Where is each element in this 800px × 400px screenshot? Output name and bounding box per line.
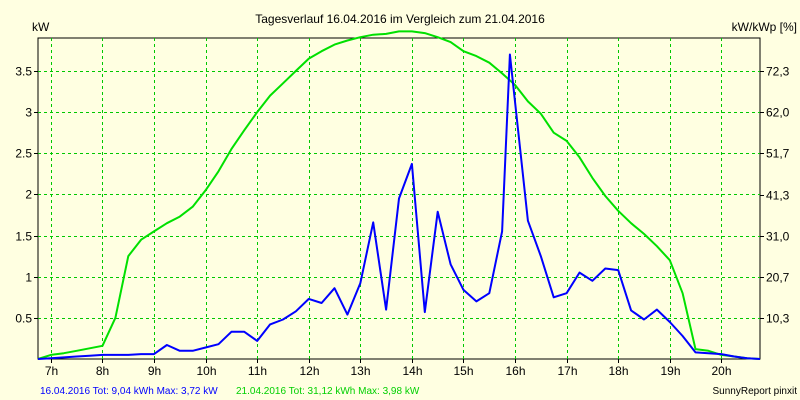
x-tick-label: 13h	[350, 364, 370, 378]
x-tick-label: 11h	[248, 364, 267, 378]
tick-layer: 7h 8h 9h 10h 11h 12h 13h 14h 15h 16h 17h 18h 19h 20h 0…	[15, 65, 789, 379]
series-line-16.04.2016	[37, 53, 761, 360]
y-left-tick-label: 1	[25, 271, 32, 285]
x-tick-label: 17h	[557, 364, 577, 378]
series-layer	[37, 30, 761, 360]
x-tick-label: 14h	[402, 364, 422, 378]
x-tick-label: 19h	[660, 364, 680, 378]
y-left-tick-label: 0.5	[15, 312, 32, 326]
y-right-tick-label: 20,7	[766, 271, 790, 285]
x-tick-label: 15h	[453, 364, 473, 378]
footer-series-2: 21.04.2016 Tot: 31,12 kWh Max: 3,98 kW	[236, 386, 420, 397]
y-left-tick-label: 2	[25, 188, 32, 202]
footer-series-1: 16.04.2016 Tot: 9,04 kWh Max: 3,72 kW	[40, 386, 218, 397]
x-tick-label: 9h	[148, 364, 161, 378]
x-tick-label: 12h	[299, 364, 319, 378]
y-right-tick-label: 51,7	[766, 147, 790, 161]
y-left-tick-label: 2.5	[15, 147, 32, 161]
y-right-tick-label: 10,3	[766, 312, 790, 326]
x-tick-label: 10h	[196, 364, 216, 378]
chart-title: Tagesverlauf 16.04.2016 im Vergleich zum…	[255, 12, 545, 26]
x-tick-label: 8h	[96, 364, 109, 378]
y-axis-right-label: kW/kWp [%]	[732, 20, 797, 34]
grid-layer	[38, 38, 760, 359]
x-tick-label: 18h	[608, 364, 628, 378]
y-left-tick-label: 1.5	[15, 230, 32, 244]
x-tick-label: 7h	[45, 364, 58, 378]
y-right-tick-label: 41,3	[766, 189, 790, 203]
credit-text: SunnyReport pinxit	[713, 386, 798, 397]
y-left-tick-label: 3	[25, 106, 32, 120]
y-right-tick-label: 72,3	[766, 65, 790, 79]
x-tick-label: 16h	[505, 364, 525, 378]
series-line-21.04.2016	[37, 30, 761, 360]
y-axis-left-label: kW	[32, 20, 50, 34]
y-right-tick-label: 62,0	[766, 106, 790, 120]
x-tick-label: 20h	[711, 364, 731, 378]
y-left-tick-label: 3.5	[15, 65, 32, 79]
y-right-tick-label: 31,0	[766, 230, 790, 244]
